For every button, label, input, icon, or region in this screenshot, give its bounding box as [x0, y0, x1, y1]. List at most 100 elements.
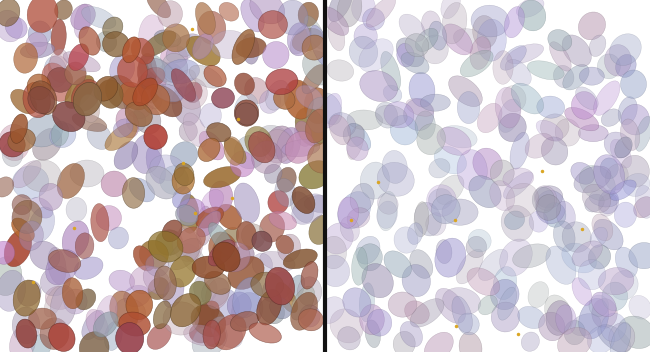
Ellipse shape — [266, 69, 298, 95]
Ellipse shape — [307, 143, 335, 173]
Ellipse shape — [363, 8, 385, 30]
Ellipse shape — [410, 250, 433, 278]
Ellipse shape — [415, 28, 438, 51]
Ellipse shape — [604, 45, 631, 76]
Ellipse shape — [555, 119, 580, 146]
Ellipse shape — [590, 190, 618, 207]
Ellipse shape — [236, 38, 266, 58]
Ellipse shape — [242, 34, 259, 64]
Ellipse shape — [388, 292, 417, 317]
Ellipse shape — [310, 25, 330, 65]
Ellipse shape — [593, 155, 625, 194]
Ellipse shape — [309, 215, 333, 245]
Ellipse shape — [70, 160, 104, 187]
Ellipse shape — [203, 320, 220, 349]
Ellipse shape — [276, 127, 300, 164]
Ellipse shape — [614, 202, 636, 227]
Ellipse shape — [337, 0, 362, 27]
Ellipse shape — [233, 277, 262, 318]
Ellipse shape — [0, 0, 20, 26]
Ellipse shape — [401, 52, 429, 74]
Ellipse shape — [473, 148, 502, 180]
Ellipse shape — [234, 94, 258, 125]
Ellipse shape — [503, 172, 533, 199]
Ellipse shape — [114, 142, 138, 169]
Ellipse shape — [55, 0, 72, 19]
Ellipse shape — [192, 256, 225, 278]
Ellipse shape — [440, 126, 477, 148]
Ellipse shape — [582, 184, 611, 213]
Ellipse shape — [174, 70, 196, 96]
Ellipse shape — [511, 83, 543, 114]
Ellipse shape — [148, 231, 183, 262]
Ellipse shape — [177, 78, 207, 109]
Ellipse shape — [163, 59, 200, 84]
Ellipse shape — [26, 32, 47, 57]
Ellipse shape — [362, 264, 393, 298]
Ellipse shape — [601, 313, 627, 342]
Ellipse shape — [429, 158, 450, 178]
Ellipse shape — [306, 109, 329, 143]
Ellipse shape — [516, 0, 544, 18]
Ellipse shape — [39, 183, 62, 210]
Ellipse shape — [163, 302, 199, 335]
Ellipse shape — [57, 163, 84, 199]
Ellipse shape — [338, 191, 371, 229]
Ellipse shape — [116, 298, 146, 323]
Ellipse shape — [347, 208, 370, 228]
Ellipse shape — [250, 0, 285, 24]
Ellipse shape — [66, 197, 87, 222]
Ellipse shape — [174, 163, 194, 186]
Ellipse shape — [133, 78, 157, 106]
Ellipse shape — [429, 21, 447, 50]
Ellipse shape — [109, 270, 135, 291]
Ellipse shape — [86, 309, 109, 340]
Ellipse shape — [290, 26, 312, 54]
Ellipse shape — [208, 240, 235, 266]
Ellipse shape — [234, 183, 259, 223]
Ellipse shape — [146, 147, 166, 183]
Ellipse shape — [320, 93, 342, 128]
Ellipse shape — [51, 121, 69, 146]
Ellipse shape — [302, 51, 333, 85]
Ellipse shape — [390, 115, 418, 145]
Ellipse shape — [600, 158, 618, 179]
Ellipse shape — [170, 294, 201, 327]
Ellipse shape — [320, 255, 350, 287]
Ellipse shape — [558, 327, 592, 352]
Ellipse shape — [402, 264, 430, 297]
Ellipse shape — [162, 220, 182, 242]
Ellipse shape — [28, 21, 51, 47]
Ellipse shape — [599, 194, 617, 216]
Ellipse shape — [177, 227, 205, 253]
Ellipse shape — [616, 55, 636, 77]
Ellipse shape — [549, 42, 571, 71]
Ellipse shape — [602, 282, 628, 311]
Ellipse shape — [0, 10, 23, 42]
Ellipse shape — [0, 124, 30, 161]
Ellipse shape — [443, 288, 481, 315]
Ellipse shape — [162, 53, 188, 81]
Ellipse shape — [266, 80, 289, 110]
Ellipse shape — [95, 296, 117, 334]
Ellipse shape — [72, 113, 107, 132]
Ellipse shape — [51, 285, 76, 327]
Ellipse shape — [448, 76, 482, 107]
Ellipse shape — [28, 87, 55, 114]
Ellipse shape — [30, 241, 60, 270]
Ellipse shape — [546, 246, 576, 284]
Ellipse shape — [588, 326, 615, 352]
Ellipse shape — [142, 80, 162, 109]
Ellipse shape — [148, 277, 169, 300]
Ellipse shape — [541, 137, 568, 165]
Ellipse shape — [536, 195, 560, 220]
Ellipse shape — [46, 286, 74, 309]
Ellipse shape — [521, 332, 540, 351]
Ellipse shape — [592, 292, 616, 317]
Ellipse shape — [172, 229, 202, 262]
Ellipse shape — [268, 190, 289, 214]
Ellipse shape — [110, 54, 135, 84]
Ellipse shape — [366, 0, 396, 27]
Ellipse shape — [318, 297, 344, 323]
Ellipse shape — [25, 114, 63, 147]
